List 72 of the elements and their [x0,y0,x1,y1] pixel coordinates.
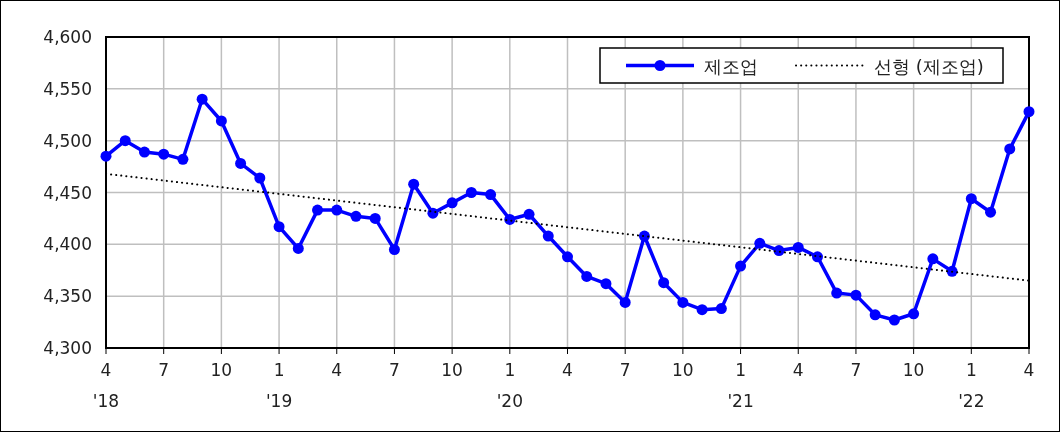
point [658,277,670,289]
point [927,253,939,265]
x-tick-label: 1 '22 [958,360,985,411]
point [408,178,420,190]
x-tick-label: 7 [158,360,170,380]
x-tick-label: 7 [389,360,400,380]
y-tick-label: 4,400 [43,234,92,255]
point [369,212,381,224]
point [446,197,458,209]
point [1023,106,1035,118]
point [100,150,112,162]
x-tick-label: 4 [331,360,343,380]
y-tick-label: 4,600 [43,27,92,47]
point [811,251,823,263]
point [542,230,554,242]
legend-label: 선형 (제조업) [874,55,984,77]
point [600,278,612,290]
x-tick-label: 10 [441,360,463,380]
point [273,221,285,233]
point [254,172,266,184]
point [215,115,227,127]
point [158,148,170,160]
x-tick-label: 1 '21 [727,360,754,411]
y-tick-label: 4,500 [43,130,92,151]
point [908,308,920,320]
x-tick-label: 4 '18 [92,360,120,411]
point [465,187,477,198]
x-tick-label: 1 '20 [496,360,523,411]
point [523,208,535,220]
x-tick-label: 4 [792,360,804,380]
point [485,189,497,201]
y-tick-label: 4,300 [43,338,92,358]
point [735,260,747,272]
point [562,251,573,263]
point [196,93,208,105]
point [504,213,516,225]
point [331,204,343,216]
x-tick-label: 1 '19 [265,360,293,411]
point [869,309,881,321]
point [850,289,862,301]
point [350,210,362,222]
point [235,157,247,169]
point [696,304,708,316]
point [792,241,804,253]
point [1004,143,1016,155]
point [965,193,977,205]
point [138,146,150,158]
point [292,242,304,254]
point [754,237,766,249]
x-tick-label: 7 [850,360,862,380]
point [119,135,131,147]
y-tick-label: 4,350 [43,286,92,307]
point [888,314,900,326]
y-tick-label: 4,550 [43,78,92,99]
point [388,244,400,256]
x-tick-label: 10 [210,360,233,380]
point [985,206,997,218]
point [638,230,650,242]
x-tick-label: 7 [619,360,631,380]
x-tick-label: 10 [902,360,925,380]
point [619,296,631,308]
legend-label: 제조업 [704,55,758,77]
y-tick-label: 4,450 [43,182,92,203]
x-tick-label: 4 [562,360,573,380]
point [177,153,189,165]
point [312,204,324,216]
point [831,287,843,299]
point [677,296,689,308]
point [715,303,727,315]
x-tick-label: 10 [672,360,694,380]
x-tick-label: 4 [1023,360,1035,380]
point [581,270,593,282]
